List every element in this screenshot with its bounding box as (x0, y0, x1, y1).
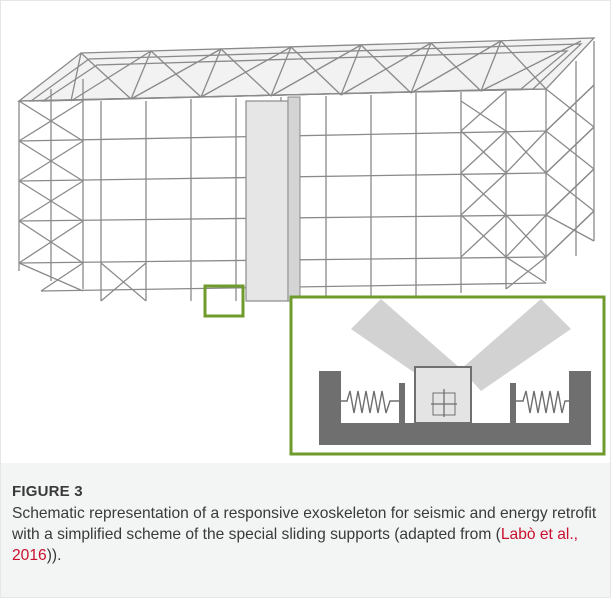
figure-caption: Schematic representation of a responsive… (12, 503, 602, 566)
sliding-support-detail (291, 297, 604, 454)
figure-label: FIGURE 3 (12, 483, 83, 500)
exoskeleton-illustration (1, 1, 610, 463)
central-core-wall (246, 97, 300, 301)
caption-suffix: )). (47, 547, 62, 564)
